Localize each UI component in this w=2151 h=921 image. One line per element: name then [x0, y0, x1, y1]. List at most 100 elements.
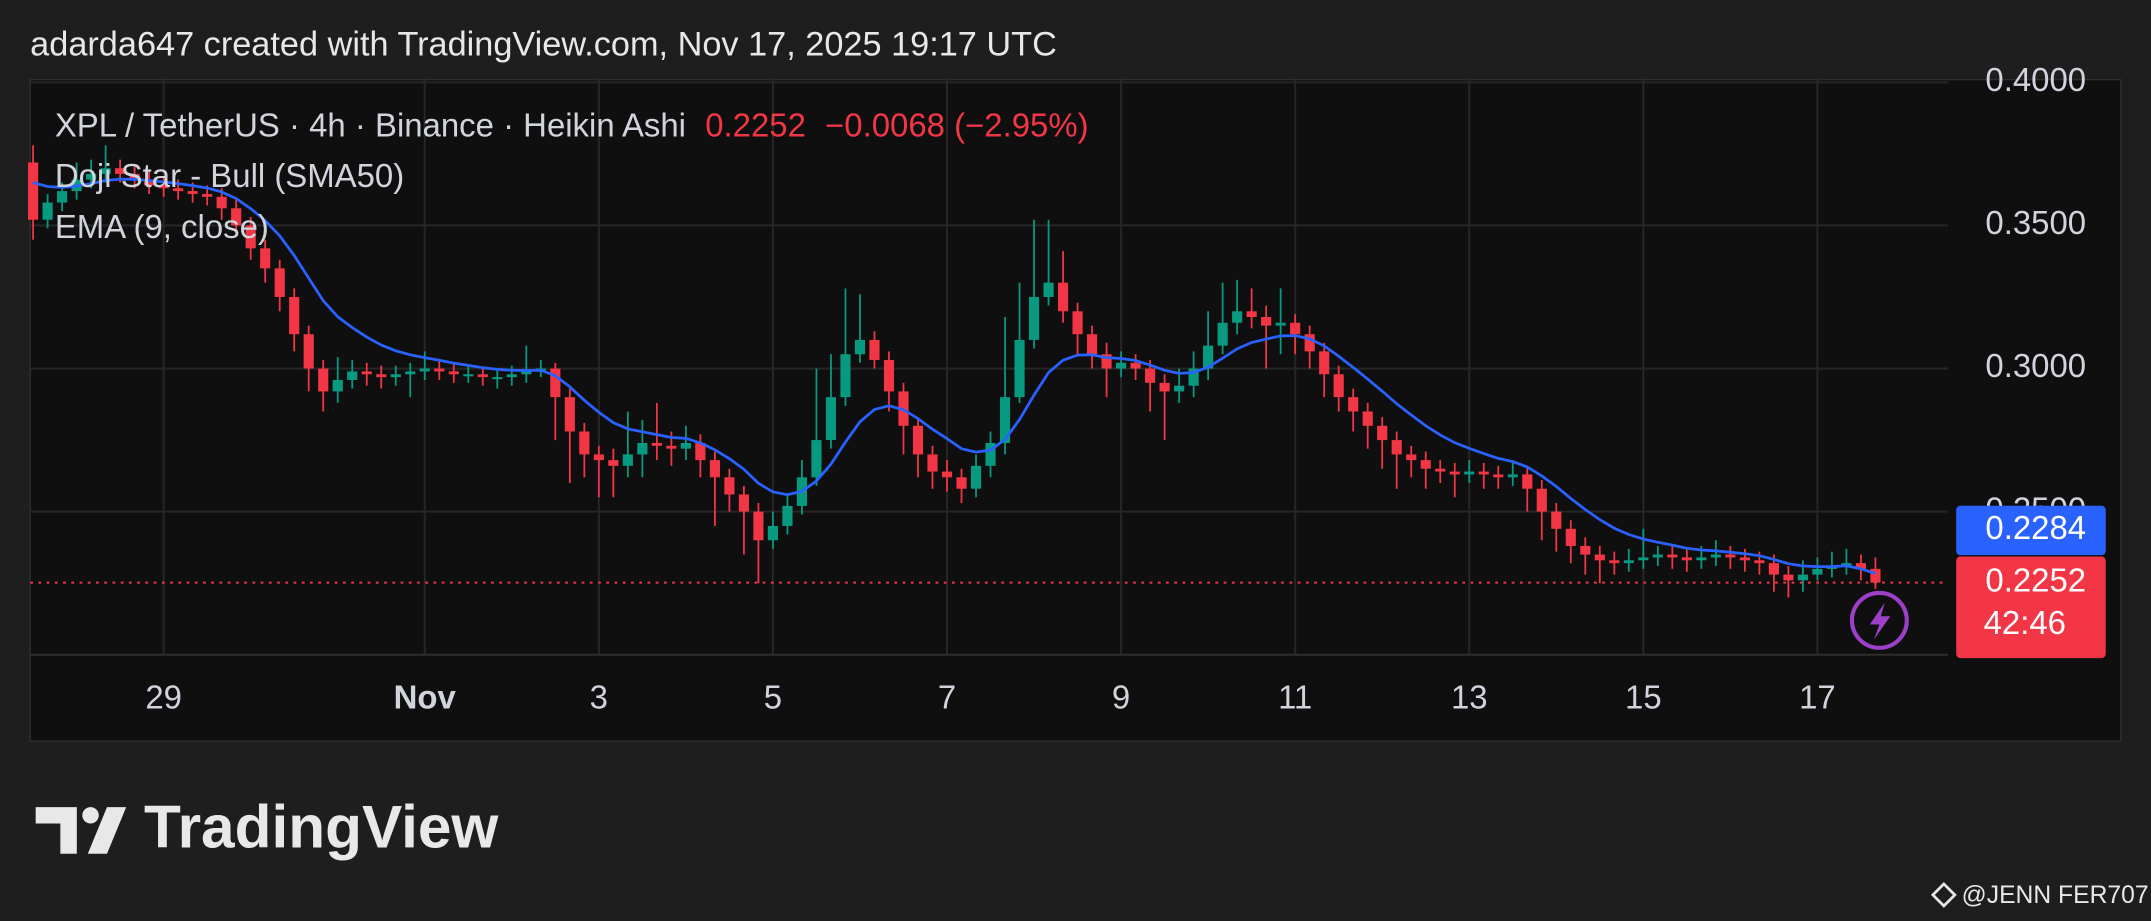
candle-body	[1043, 282, 1054, 297]
x-tick-label: 11	[1278, 679, 1312, 716]
candle-body	[1304, 334, 1315, 352]
candle-body	[738, 494, 749, 512]
candle-body	[158, 185, 169, 189]
candle-body	[579, 431, 590, 455]
candle-body	[57, 191, 68, 203]
candle-body	[709, 460, 720, 478]
candle-body	[724, 477, 735, 495]
candle-body	[1159, 382, 1170, 392]
grid	[30, 79, 1948, 656]
candle-body	[1696, 557, 1707, 561]
y-tick-label: 0.4000	[1985, 61, 2086, 98]
candle-body	[274, 268, 285, 297]
candle-body	[144, 179, 155, 186]
candle-body	[1217, 322, 1228, 346]
watermark: @JENN FER707	[1962, 882, 2149, 909]
candle-body	[202, 193, 213, 197]
candle-body	[318, 368, 329, 392]
candle-body	[1609, 560, 1620, 564]
candle-body	[1203, 345, 1214, 369]
candle-body	[1812, 568, 1823, 575]
x-tick-label: 17	[1799, 679, 1836, 716]
candle-body	[1536, 488, 1547, 512]
candle-body	[42, 202, 53, 220]
candle-body	[1116, 362, 1127, 369]
candle-body	[811, 440, 822, 478]
candle-body	[100, 168, 111, 174]
candle-body	[187, 191, 198, 194]
candle-body	[1667, 554, 1678, 558]
candle-body	[666, 445, 677, 449]
candle-body	[1348, 397, 1359, 412]
candle-body	[883, 359, 895, 392]
candle-body	[448, 371, 459, 375]
candle-body	[1768, 563, 1779, 575]
candle-body	[1435, 468, 1446, 472]
y-tick-label: 0.3000	[1985, 347, 2086, 384]
candle-body	[1652, 554, 1663, 558]
plot	[28, 145, 1948, 598]
candle-body	[28, 162, 39, 220]
legend-entry: EMA (9, close)	[55, 208, 269, 245]
header-change: −0.0068 (−2.95%)	[825, 106, 1089, 143]
countdown-label: 42:46	[1984, 604, 2066, 641]
candle-body	[1174, 385, 1185, 392]
candle-body	[1275, 322, 1286, 326]
alert-icon[interactable]	[1849, 590, 1909, 650]
axes: 0.25000.30000.35000.400029Nov35791113151…	[145, 61, 2106, 716]
candle-body	[1449, 471, 1460, 475]
alert-circle	[1849, 590, 1909, 650]
candle-body	[1028, 296, 1040, 340]
candle-body	[1014, 339, 1025, 398]
x-tick-label: 15	[1625, 679, 1662, 716]
candle-body	[129, 173, 140, 180]
candle-body	[332, 379, 343, 392]
candle-body	[1580, 545, 1591, 555]
candle-body	[651, 442, 662, 446]
x-tick-label: Nov	[394, 679, 457, 716]
candle-body	[1551, 511, 1562, 529]
candle-body	[477, 374, 488, 378]
line-series	[32, 177, 1876, 575]
candle-body	[1464, 471, 1475, 475]
candle-body	[1507, 474, 1518, 478]
candle-body	[1086, 334, 1098, 355]
x-tick-label: 29	[145, 679, 182, 716]
candle-body	[680, 442, 691, 449]
candle-body	[1623, 560, 1634, 564]
candle-body	[1638, 557, 1649, 561]
candle-body	[608, 460, 619, 466]
candle-body	[1057, 282, 1069, 312]
candle-body	[985, 442, 996, 466]
logo-mark	[87, 807, 127, 854]
candle-body	[390, 374, 401, 378]
candle-body	[1797, 574, 1808, 581]
logo-text: TradingView	[144, 793, 499, 861]
candle-body	[550, 368, 561, 398]
candle-body	[1246, 311, 1257, 318]
candle-body	[506, 374, 517, 378]
candle-body	[419, 368, 430, 372]
candle-body	[216, 196, 227, 209]
candle-body	[289, 296, 300, 335]
candle-body	[782, 505, 793, 526]
candle-body	[695, 442, 706, 461]
candle-body	[1710, 554, 1721, 558]
candle-body	[1681, 557, 1692, 561]
candle-body	[1725, 554, 1736, 558]
candle-body	[1406, 454, 1417, 461]
candle-body	[303, 334, 314, 369]
logo-mark	[82, 807, 99, 824]
candle-body	[753, 511, 764, 541]
candle-body	[637, 442, 648, 455]
candle-body	[970, 465, 982, 489]
candle-body	[1101, 354, 1112, 369]
logo: TradingView	[35, 793, 499, 861]
candle-body	[492, 377, 503, 380]
candle-body	[956, 477, 967, 489]
candle-body	[1565, 528, 1576, 546]
candle-body	[521, 371, 532, 375]
candle-body	[825, 397, 837, 441]
candle-body	[1319, 351, 1330, 375]
chart-title: XPL / TetherUS · 4h · Binance · Heikin A…	[55, 106, 686, 143]
